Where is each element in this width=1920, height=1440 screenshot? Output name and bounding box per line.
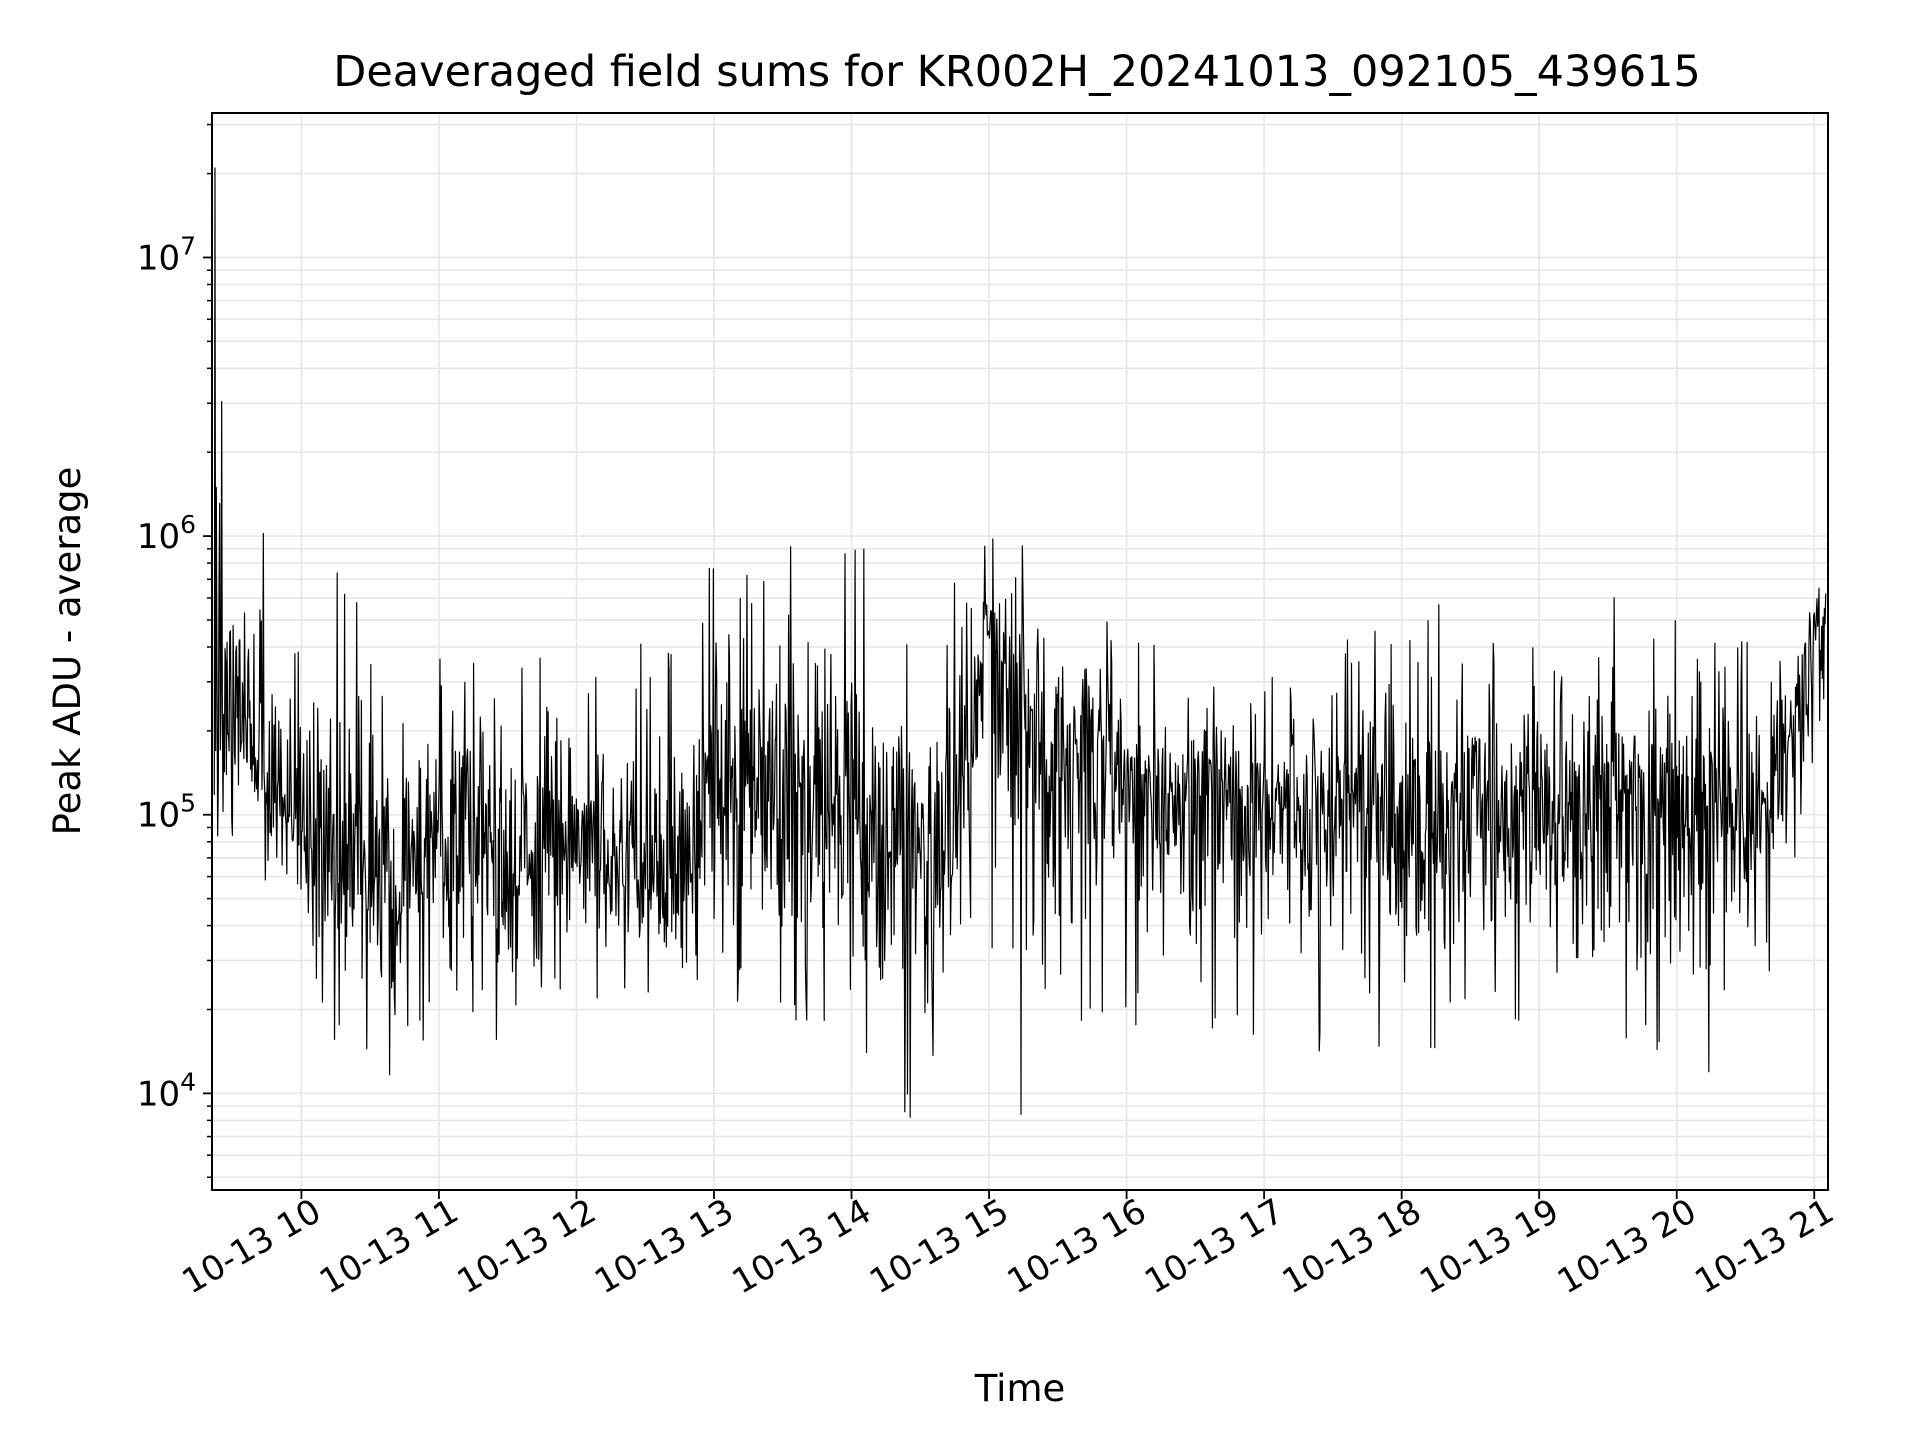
grid-minor — [212, 123, 1828, 1179]
y-axis: 104 105 106 107 — [137, 123, 212, 1179]
y-axis-label: Peak ADU - average — [46, 467, 89, 836]
chart-title: Deaveraged field sums for KR002H_2024101… — [333, 47, 1701, 97]
y-tick-label: 106 — [137, 510, 196, 557]
plot-frame — [211, 112, 1829, 1191]
y-tick-label: 104 — [137, 1067, 196, 1114]
data-line — [213, 167, 1827, 1118]
x-axis-label: Time — [974, 1367, 1066, 1410]
plot-area — [213, 167, 1827, 1118]
y-tick-label: 105 — [137, 789, 196, 836]
y-tick-label: 107 — [137, 231, 196, 278]
